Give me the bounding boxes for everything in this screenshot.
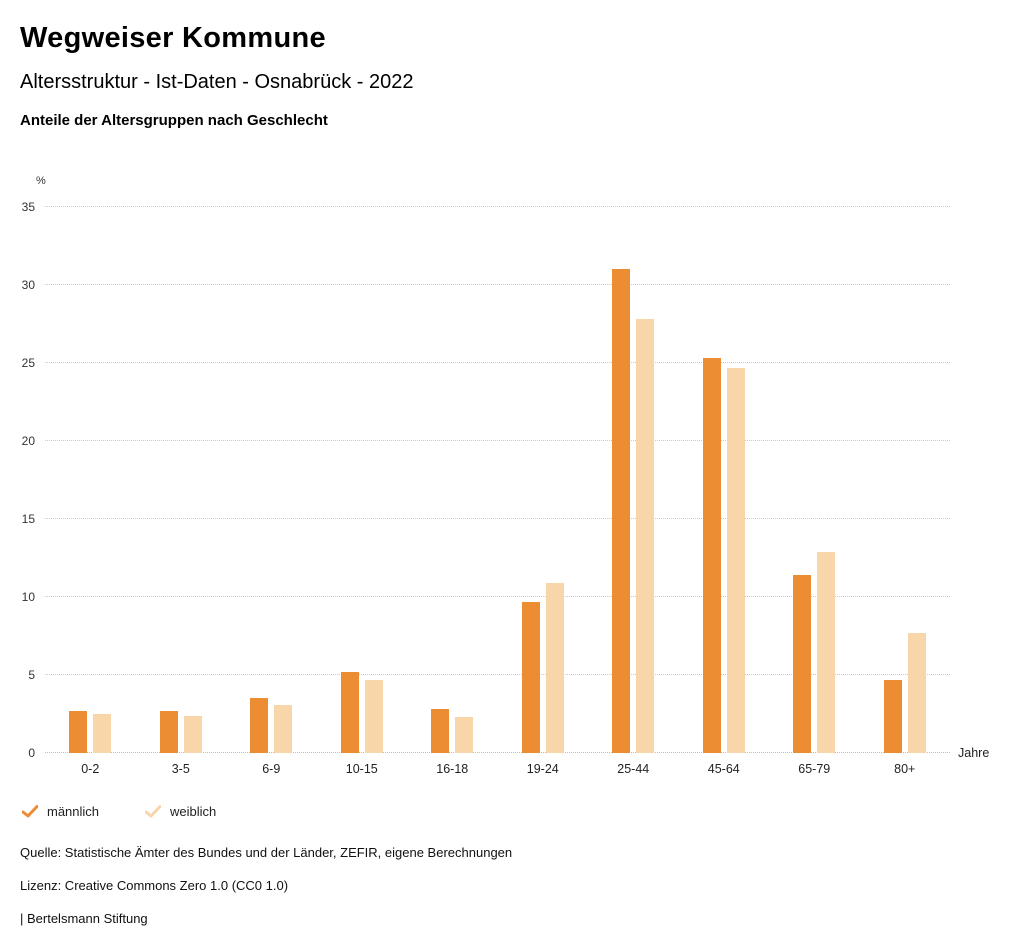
attribution-text: | Bertelsmann Stiftung xyxy=(20,911,148,926)
bar-groups xyxy=(45,207,950,753)
x-tick-label-45-64: 45-64 xyxy=(707,762,740,776)
bar-chart: % Jahre 0 5 10 15 20 25 30 35 0-2 3-5 6-9 10-15 16-… xyxy=(20,175,1004,776)
x-axis-labels: 0-2 3-5 6-9 10-15 16-18 19-24 25-44 45-64 65-79 8… xyxy=(45,762,950,776)
gridline-5 xyxy=(45,674,950,675)
y-tick-label-0: 0 xyxy=(28,746,35,760)
bar-männlich-10-15 xyxy=(340,671,359,753)
page: Wegweiser Kommune Altersstruktur - Ist-D… xyxy=(20,22,1004,926)
y-tick-label-20: 20 xyxy=(21,434,35,448)
bar-weiblich-16-18 xyxy=(455,717,474,753)
legend-label-weiblich: weiblich xyxy=(170,804,217,819)
bar-männlich-25-44 xyxy=(612,269,631,753)
x-tick-label-3-5: 3-5 xyxy=(171,762,190,776)
source-text: Quelle: Statistische Ämter des Bundes un… xyxy=(20,845,513,860)
plot-wrap: Jahre 0 5 10 15 20 25 30 35 xyxy=(22,201,990,760)
bar-männlich-3-5 xyxy=(159,710,178,753)
bar-group-65-79 xyxy=(769,207,860,753)
footer: Quelle: Statistische Ämter des Bundes un… xyxy=(20,845,1004,926)
gridline-25 xyxy=(45,362,950,363)
y-tick-label-15: 15 xyxy=(21,512,35,526)
gridline-30 xyxy=(45,284,950,285)
bar-weiblich-45-64 xyxy=(726,367,745,753)
legend-check-icon xyxy=(22,805,38,818)
bar-weiblich-10-15 xyxy=(364,679,383,753)
legend-label-männlich: männlich xyxy=(47,804,100,819)
x-tick-label-25-44: 25-44 xyxy=(617,762,650,776)
gridline-0 xyxy=(45,752,950,753)
bar-weiblich-80+ xyxy=(907,632,926,753)
y-axis-unit-label: % xyxy=(36,175,46,187)
bar-männlich-45-64 xyxy=(702,358,721,753)
bar-group-3-5 xyxy=(136,207,227,753)
x-tick-label-16-18: 16-18 xyxy=(436,762,469,776)
bar-group-45-64 xyxy=(679,207,770,753)
legend-item-weiblich[interactable]: weiblich xyxy=(145,804,216,819)
bar-group-0-2 xyxy=(45,207,136,753)
bar-group-25-44 xyxy=(588,207,679,753)
page-title: Wegweiser Kommune xyxy=(20,22,326,54)
bar-männlich-6-9 xyxy=(250,698,269,753)
x-tick-label-0-2: 0-2 xyxy=(81,762,100,776)
y-tick-label-30: 30 xyxy=(21,278,35,292)
bar-weiblich-25-44 xyxy=(636,319,655,753)
x-tick-label-6-9: 6-9 xyxy=(262,762,281,776)
x-axis-unit-label: Jahre xyxy=(958,746,990,760)
bar-weiblich-6-9 xyxy=(274,704,293,753)
gridline-20 xyxy=(45,440,950,441)
bar-männlich-16-18 xyxy=(431,709,450,753)
bar-weiblich-0-2 xyxy=(93,714,112,753)
legend-item-männlich[interactable]: männlich xyxy=(22,804,99,819)
x-tick-label-19-24: 19-24 xyxy=(526,762,559,776)
bar-group-80+ xyxy=(860,207,951,753)
bar-weiblich-3-5 xyxy=(183,715,202,753)
bar-männlich-65-79 xyxy=(793,575,812,753)
x-tick-label-80+: 80+ xyxy=(894,762,916,776)
y-tick-label-10: 10 xyxy=(21,590,35,604)
license-text: Lizenz: Creative Commons Zero 1.0 (CC0 1… xyxy=(20,878,289,893)
x-tick-label-65-79: 65-79 xyxy=(798,762,831,776)
gridline-35 xyxy=(45,206,950,207)
legend: männlich weiblich xyxy=(22,804,1004,819)
bar-männlich-0-2 xyxy=(69,710,88,753)
bar-männlich-19-24 xyxy=(521,601,540,753)
gridline-15 xyxy=(45,518,950,519)
bar-group-16-18 xyxy=(407,207,498,753)
header: Wegweiser Kommune Altersstruktur - Ist-D… xyxy=(20,22,1004,129)
bar-group-10-15 xyxy=(317,207,408,753)
gridline-10 xyxy=(45,596,950,597)
bar-group-19-24 xyxy=(498,207,589,753)
bar-männlich-80+ xyxy=(883,679,902,753)
bar-group-6-9 xyxy=(226,207,317,753)
x-tick-label-10-15: 10-15 xyxy=(345,762,378,776)
bar-weiblich-19-24 xyxy=(545,582,564,753)
y-tick-label-25: 25 xyxy=(21,356,35,370)
y-tick-label-35: 35 xyxy=(21,200,35,214)
chart-heading: Anteile der Altersgruppen nach Geschlech… xyxy=(20,112,328,129)
bar-weiblich-65-79 xyxy=(817,551,836,753)
chart-subtitle: Altersstruktur - Ist-Daten - Osnabrück -… xyxy=(20,71,414,93)
y-tick-label-5: 5 xyxy=(28,668,35,682)
legend-check-icon xyxy=(145,805,162,818)
